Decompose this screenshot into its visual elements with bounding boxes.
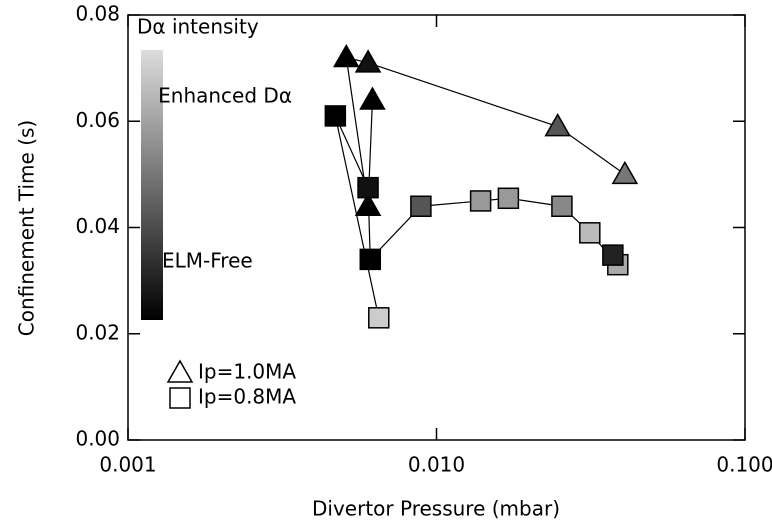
y-tick-label: 0.00 bbox=[75, 427, 120, 451]
y-tick-label: 0.08 bbox=[75, 2, 120, 26]
colorbar bbox=[141, 50, 163, 320]
data-point bbox=[611, 160, 639, 185]
data-point bbox=[551, 195, 573, 217]
data-point bbox=[497, 187, 520, 210]
legend-label: Ip=1.0MA bbox=[198, 360, 296, 384]
colorbar-title: Dα intensity bbox=[137, 15, 259, 39]
colorbar-top-label: Enhanced Dα bbox=[158, 84, 292, 108]
data-point bbox=[544, 113, 571, 137]
data-point bbox=[324, 105, 347, 127]
x-tick-label: 0.001 bbox=[99, 453, 156, 477]
data-point bbox=[368, 307, 390, 329]
data-point bbox=[579, 222, 601, 244]
y-tick-label: 0.04 bbox=[75, 214, 120, 238]
data-point bbox=[410, 195, 432, 217]
data-point bbox=[357, 176, 379, 199]
y-tick-label: 0.06 bbox=[75, 108, 120, 132]
y-axis-label: Confinement Time (s) bbox=[15, 120, 39, 336]
data-point bbox=[359, 86, 386, 110]
series-line bbox=[345, 56, 626, 207]
y-tick-label: 0.02 bbox=[75, 320, 120, 344]
colorbar-bottom-label: ELM-Free bbox=[162, 249, 253, 273]
x-tick-label: 0.100 bbox=[716, 453, 772, 477]
data-point bbox=[359, 248, 382, 271]
x-axis-label: Divertor Pressure (mbar) bbox=[312, 497, 560, 521]
data-point bbox=[354, 49, 382, 73]
series-line bbox=[334, 115, 619, 318]
data-point bbox=[332, 43, 360, 68]
legend-marker bbox=[169, 387, 191, 409]
data-point bbox=[469, 190, 492, 212]
legend-label: Ip=0.8MA bbox=[198, 385, 296, 409]
data-point bbox=[602, 244, 624, 266]
x-tick-label: 0.010 bbox=[408, 453, 465, 477]
legend-marker bbox=[166, 359, 194, 383]
data-point bbox=[354, 192, 382, 216]
